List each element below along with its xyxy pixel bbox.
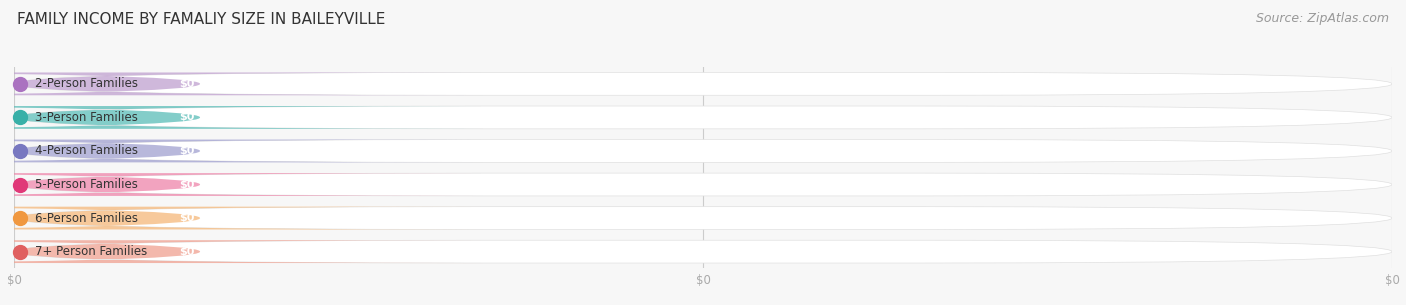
Text: 4-Person Families: 4-Person Families [35,145,138,157]
Text: $0: $0 [179,213,194,223]
FancyBboxPatch shape [14,140,1392,162]
FancyBboxPatch shape [0,240,482,263]
Text: $0: $0 [179,113,194,122]
Text: $0: $0 [179,180,194,189]
Text: FAMILY INCOME BY FAMALIY SIZE IN BAILEYVILLE: FAMILY INCOME BY FAMALIY SIZE IN BAILEYV… [17,12,385,27]
Text: 6-Person Families: 6-Person Families [35,212,138,224]
Text: $0: $0 [179,79,194,89]
FancyBboxPatch shape [0,207,482,229]
Text: 5-Person Families: 5-Person Families [35,178,138,191]
Text: 7+ Person Families: 7+ Person Families [35,245,148,258]
FancyBboxPatch shape [14,207,1392,229]
FancyBboxPatch shape [14,240,1392,263]
Text: 2-Person Families: 2-Person Families [35,77,138,90]
FancyBboxPatch shape [0,140,482,162]
FancyBboxPatch shape [0,106,482,129]
FancyBboxPatch shape [0,73,482,95]
Text: 3-Person Families: 3-Person Families [35,111,138,124]
Text: $0: $0 [179,247,194,257]
FancyBboxPatch shape [14,106,1392,129]
Text: $0: $0 [179,146,194,156]
Text: Source: ZipAtlas.com: Source: ZipAtlas.com [1256,12,1389,25]
FancyBboxPatch shape [14,173,1392,196]
FancyBboxPatch shape [14,73,1392,95]
FancyBboxPatch shape [0,173,482,196]
